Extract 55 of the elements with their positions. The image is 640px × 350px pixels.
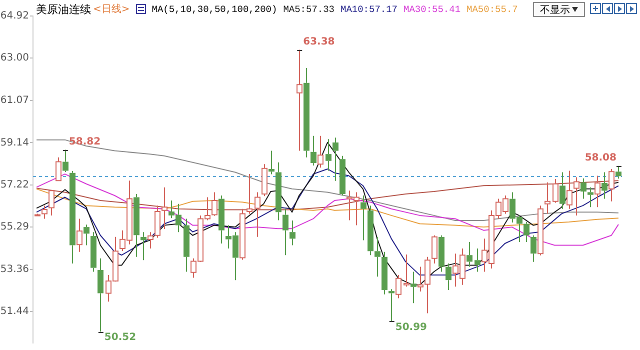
text: MA30:55.41 bbox=[404, 4, 461, 14]
text: MA50:55.7 bbox=[466, 4, 518, 14]
candlestick bbox=[290, 220, 296, 246]
candlestick bbox=[410, 271, 416, 304]
candlestick bbox=[388, 288, 394, 322]
y-tick-label: 63.00 bbox=[0, 52, 29, 64]
candlestick bbox=[98, 258, 104, 332]
candlestick bbox=[446, 262, 452, 290]
candlestick bbox=[382, 251, 388, 295]
text: 不显示 bbox=[540, 4, 570, 16]
candlestick bbox=[90, 232, 96, 272]
candlestick bbox=[184, 218, 190, 272]
annotation: 58.82 bbox=[68, 136, 101, 148]
candlestick bbox=[134, 193, 140, 258]
text: MA10:57.17 bbox=[340, 4, 398, 14]
candlestick bbox=[340, 155, 346, 196]
candlestick bbox=[466, 241, 472, 268]
candlestick bbox=[580, 178, 586, 200]
candlestick bbox=[304, 67, 310, 158]
candlestick bbox=[62, 149, 68, 173]
y-tick-label: 64.92 bbox=[0, 10, 29, 22]
candlestick bbox=[326, 138, 332, 172]
candlestick bbox=[524, 222, 530, 242]
y-tick-label: 51.44 bbox=[0, 306, 29, 318]
candlestick bbox=[360, 195, 366, 241]
candlestick bbox=[368, 205, 374, 256]
candlestick bbox=[218, 195, 224, 244]
y-tick-label: 53.36 bbox=[0, 264, 29, 275]
candlestick bbox=[602, 172, 608, 200]
candlestick bbox=[588, 186, 594, 208]
y-tick-label: 59.14 bbox=[0, 137, 29, 148]
chart-title: 美原油连续 bbox=[36, 2, 91, 16]
candlestick bbox=[310, 135, 316, 166]
candlestick bbox=[560, 172, 566, 210]
y-tick-label: 61.07 bbox=[0, 94, 29, 106]
text: MA5:57.33 bbox=[283, 4, 334, 14]
y-tick-label: 57.22 bbox=[0, 179, 29, 190]
candlestick bbox=[70, 170, 76, 264]
annotation: 50.52 bbox=[104, 332, 136, 344]
annotation: 50.99 bbox=[395, 322, 428, 333]
text: MA(5,10,30,50,100,200) bbox=[152, 4, 278, 14]
chart-subtitle: <日线> bbox=[93, 2, 130, 16]
candlestick bbox=[276, 162, 282, 221]
candlestick bbox=[140, 232, 146, 261]
candlestick bbox=[282, 208, 288, 256]
candlestick bbox=[332, 137, 338, 182]
candlestick bbox=[268, 150, 274, 175]
candlestick bbox=[374, 236, 380, 278]
annotation: 58.08 bbox=[584, 152, 616, 164]
annotation: 63.38 bbox=[303, 36, 335, 48]
candlestick bbox=[84, 224, 90, 246]
candlestick bbox=[474, 248, 480, 272]
candlestick bbox=[438, 234, 444, 272]
candlestick bbox=[530, 234, 536, 262]
y-tick-label: 55.29 bbox=[0, 222, 29, 233]
